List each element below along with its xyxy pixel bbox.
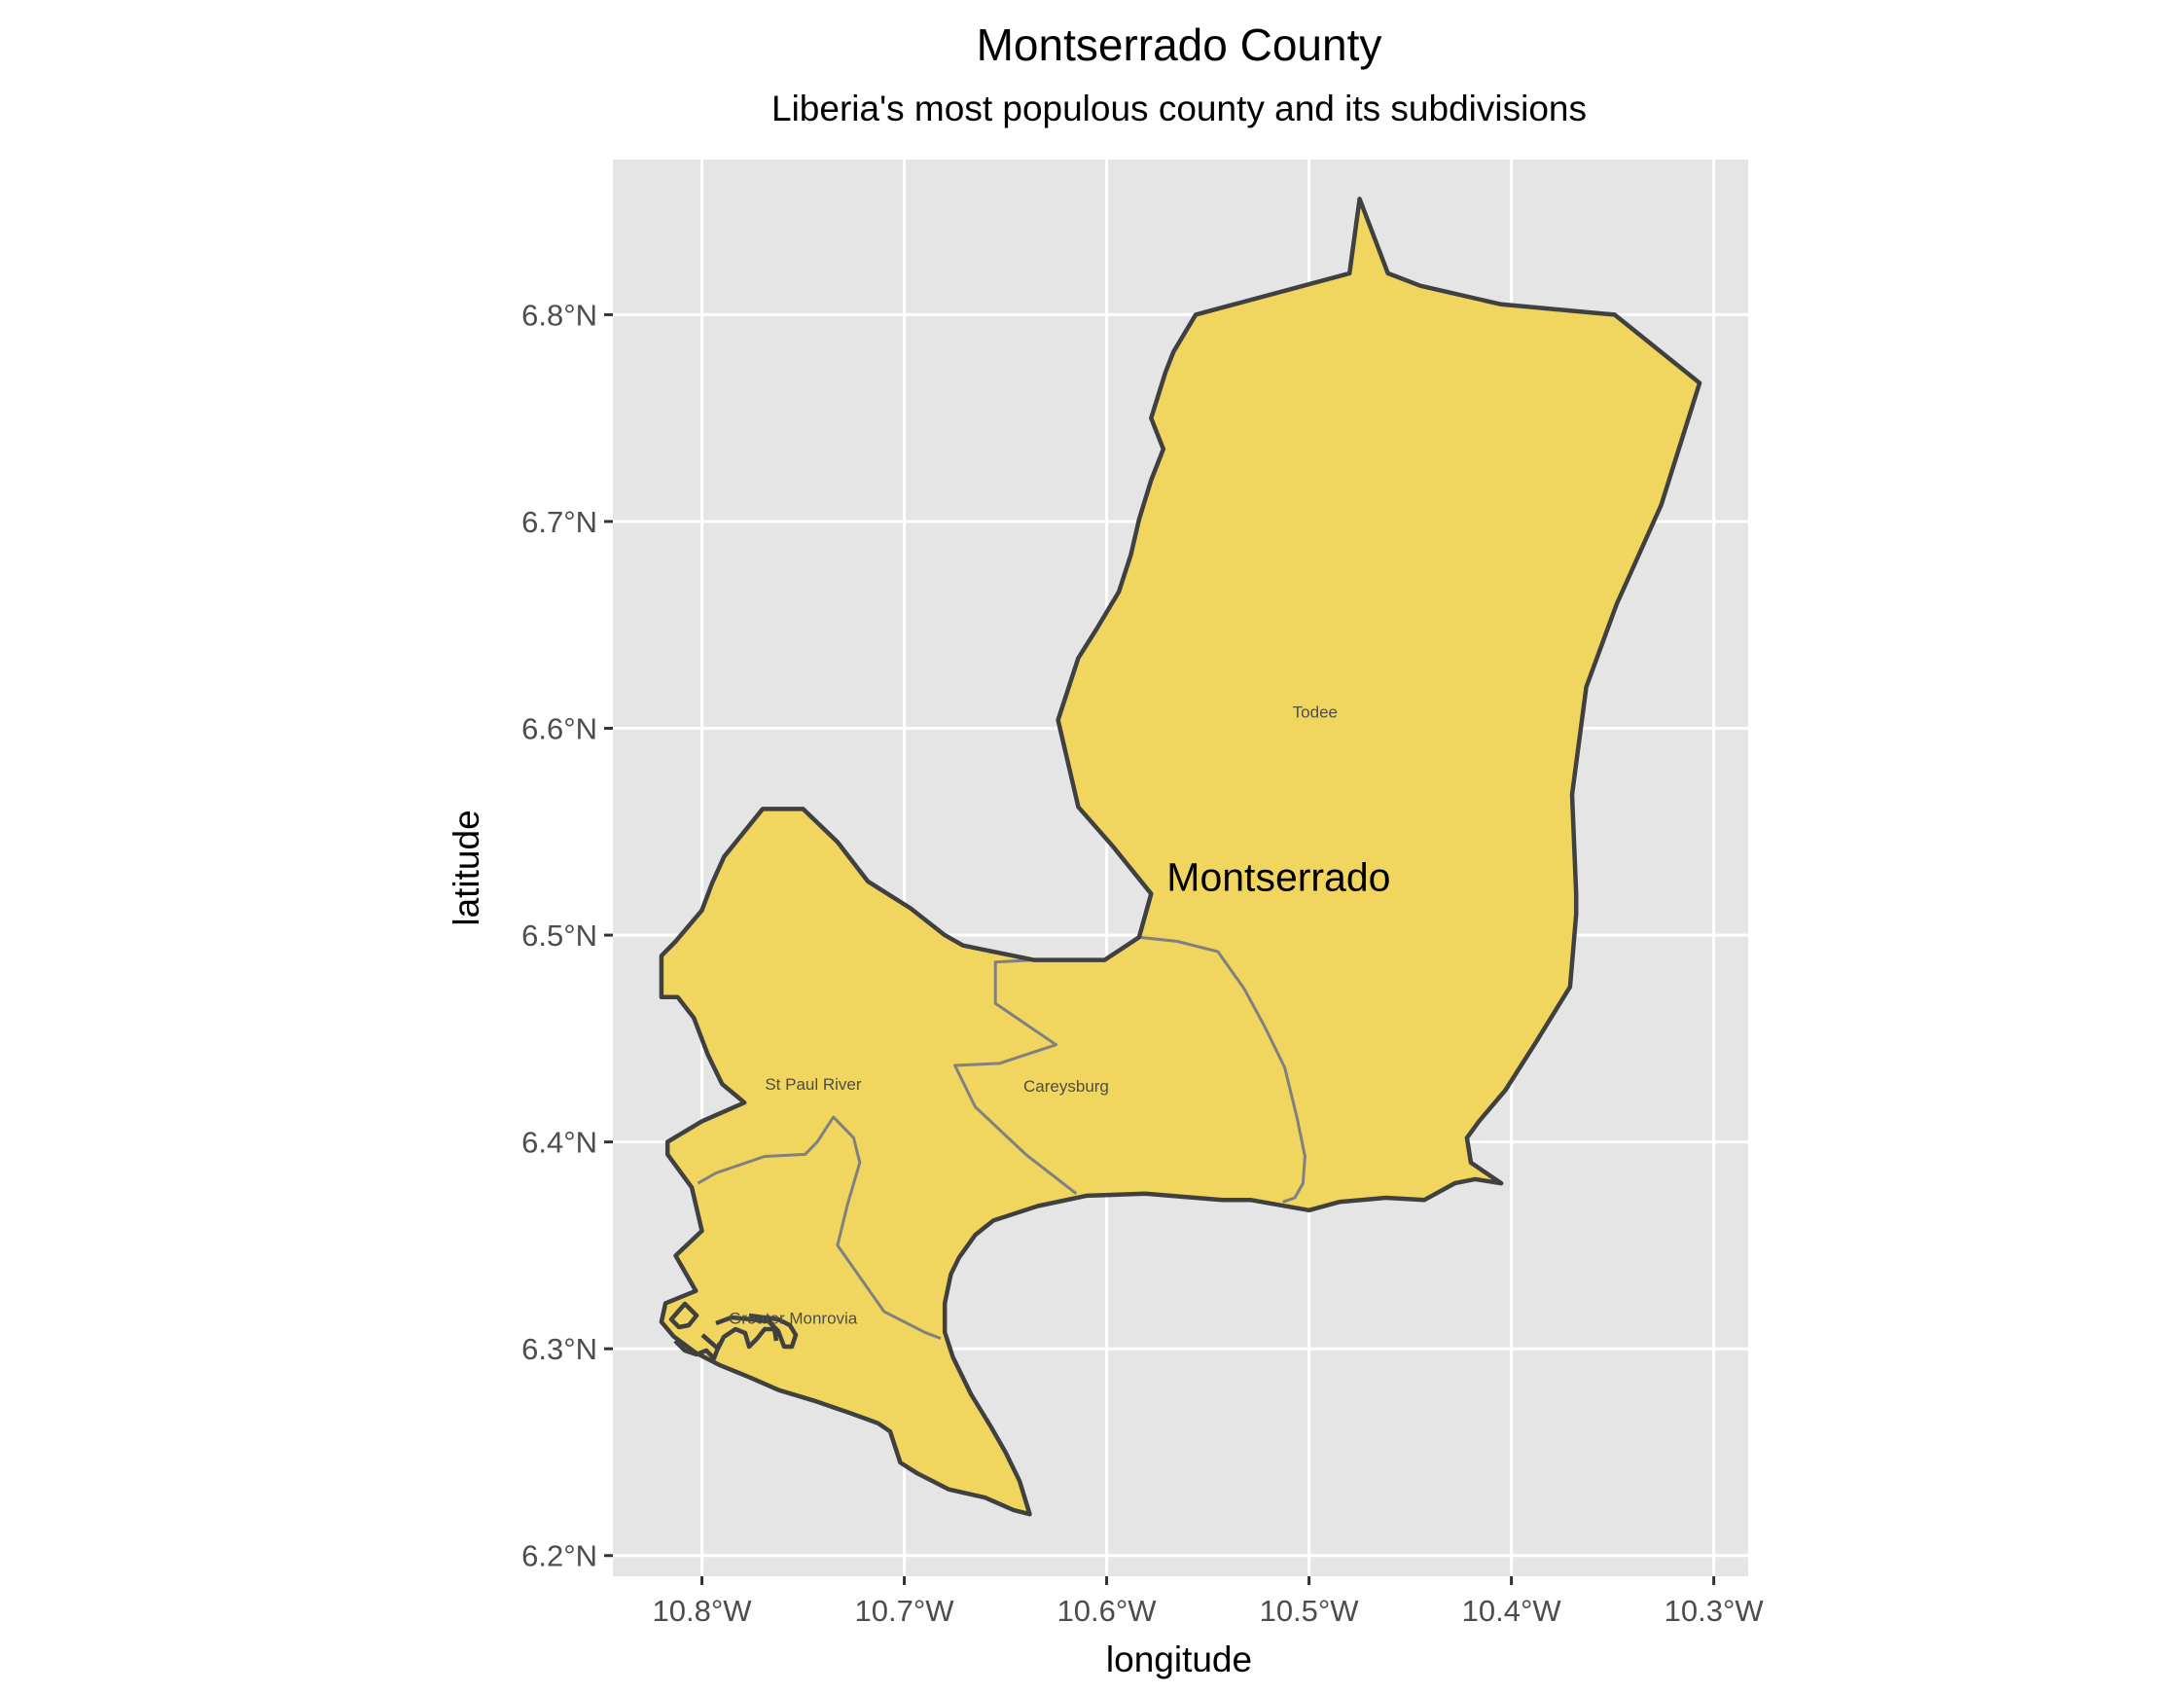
county-outline <box>659 197 1702 1517</box>
district-label: Todee <box>1293 703 1338 722</box>
map-shapes <box>659 197 1702 1517</box>
map-subtitle: Liberia's most populous county and its s… <box>771 89 1587 128</box>
y-tick-label: 6.4°N <box>521 1126 597 1160</box>
y-tick-label: 6.8°N <box>521 298 597 332</box>
y-tick-label: 6.3°N <box>521 1332 597 1366</box>
y-axis-title: latitude <box>447 810 486 925</box>
map-title: Montserrado County <box>977 19 1382 70</box>
x-tick-label: 10.3°W <box>1665 1594 1765 1628</box>
x-tick-label: 10.8°W <box>653 1594 753 1628</box>
county-fill <box>661 198 1701 1515</box>
district-boundary <box>953 958 1078 1195</box>
x-tick-label: 10.6°W <box>1057 1594 1158 1628</box>
y-tick-label: 6.7°N <box>521 505 597 539</box>
y-tick-label: 6.5°N <box>521 919 597 953</box>
x-axis-title: longitude <box>1106 1640 1252 1679</box>
y-tick-label: 6.2°N <box>521 1539 597 1573</box>
monrovia-coastline <box>668 1301 799 1361</box>
district-label: Careysburg <box>1023 1077 1109 1096</box>
district-boundary <box>1138 935 1307 1204</box>
axis-ticks: 10.8°W 10.7°W 10.6°W 10.5°W 10.4°W 10.3°W 6.2°… <box>521 298 1764 1628</box>
x-tick-label: 10.7°W <box>855 1594 955 1628</box>
county-label: Montserrado <box>1166 855 1390 900</box>
district-label: Greater Monrovia <box>729 1309 858 1327</box>
x-tick-label: 10.5°W <box>1260 1594 1360 1628</box>
x-tick-label: 10.4°W <box>1462 1594 1562 1628</box>
map-labels: Montserrado Todee St Paul River Careysburg G… <box>729 703 1390 1328</box>
district-boundary <box>697 1115 942 1340</box>
district-label: St Paul River <box>765 1075 862 1094</box>
y-tick-label: 6.6°N <box>521 712 597 746</box>
